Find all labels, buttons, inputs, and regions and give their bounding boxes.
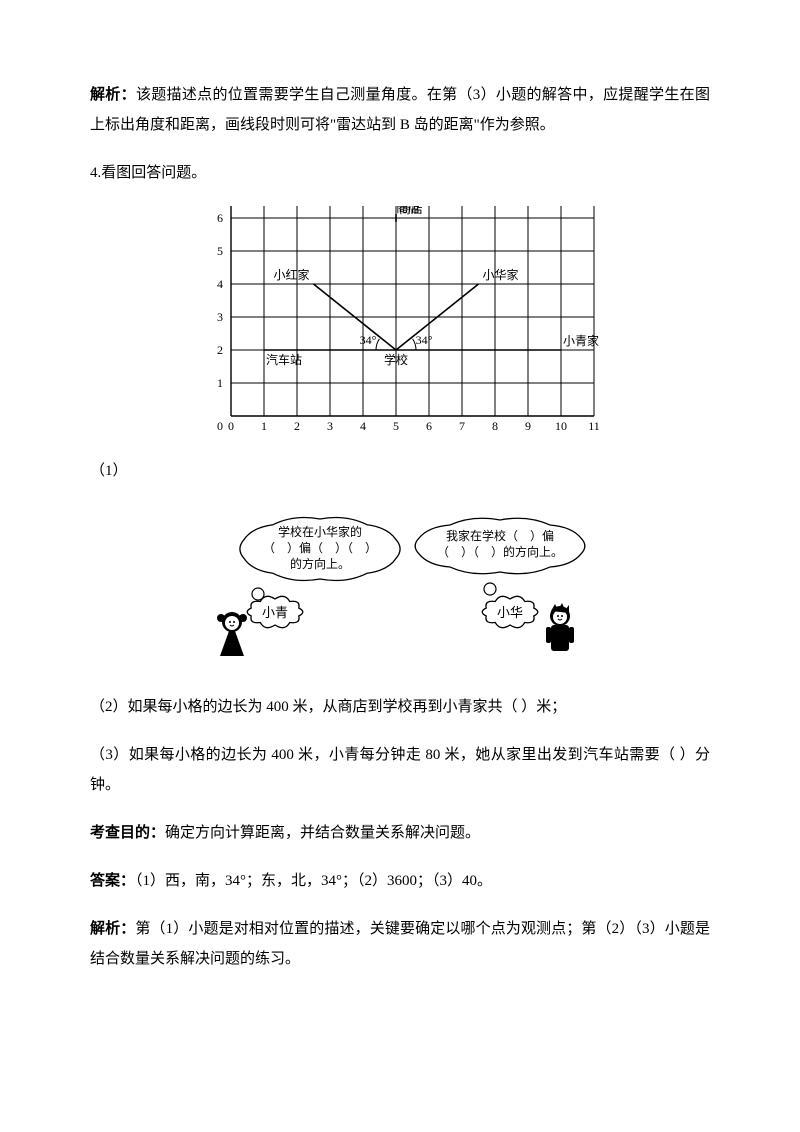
svg-text:11: 11 — [588, 419, 600, 433]
analysis-1: 解析：该题描述点的位置需要学生自己测量角度。在第（3）小题的解答中，应提醒学生在… — [90, 80, 710, 140]
svg-text:（ ）偏（ ）（ ）: （ ）偏（ ）（ ） — [263, 540, 377, 555]
svg-text:5: 5 — [217, 244, 223, 258]
purpose-text: 确定方向计算距离，并结合数量关系解决问题。 — [165, 825, 480, 841]
svg-text:商店: 商店 — [399, 206, 423, 216]
svg-text:3: 3 — [327, 419, 333, 433]
svg-text:5: 5 — [393, 419, 399, 433]
svg-text:（ ）（ ）的方向上。: （ ）（ ）的方向上。 — [437, 544, 563, 559]
svg-text:6: 6 — [426, 419, 432, 433]
svg-text:0: 0 — [228, 419, 234, 433]
svg-text:4: 4 — [360, 419, 366, 433]
svg-text:小青家: 小青家 — [563, 333, 599, 348]
grid-chart: 0123456789101112345670商店商店小红家小华家汽车站学校小青家… — [186, 206, 614, 438]
question-4-title: 4.看图回答问题。 — [90, 158, 710, 188]
sub-2: （2）如果每小格的边长为 400 米，从商店到学校再到小青家共（ ）米； — [90, 692, 710, 722]
answer-label: 答案： — [90, 873, 135, 889]
svg-text:4: 4 — [217, 277, 223, 291]
analysis-2-label: 解析： — [90, 921, 135, 937]
svg-text:小红家: 小红家 — [273, 267, 309, 282]
svg-text:小华: 小华 — [497, 605, 523, 620]
svg-text:3: 3 — [217, 310, 223, 324]
svg-text:小华家: 小华家 — [483, 267, 519, 282]
svg-text:7: 7 — [459, 419, 465, 433]
svg-text:0: 0 — [217, 419, 223, 433]
analysis-2-text: 第（1）小题是对相对位置的描述，关键要确定以哪个点为观测点；第（2）（3）小题是… — [90, 921, 710, 967]
svg-text:10: 10 — [555, 419, 567, 433]
answer: 答案：（1）西，南，34°；东，北，34°；（2）3600；（3）40。 — [90, 866, 710, 896]
svg-text:6: 6 — [217, 211, 223, 225]
svg-text:小青: 小青 — [262, 605, 288, 620]
svg-text:2: 2 — [217, 343, 223, 357]
svg-text:我家在学校（ ）偏: 我家在学校（ ）偏 — [446, 528, 554, 543]
bubble-figure: 学校在小华家的（ ）偏（ ）（ ）的方向上。 我家在学校（ ）偏（ ）（ ）的方向… — [180, 504, 620, 674]
analysis-2: 解析：第（1）小题是对相对位置的描述，关键要确定以哪个点为观测点；第（2）（3）… — [90, 914, 710, 974]
purpose: 考查目的：确定方向计算距离，并结合数量关系解决问题。 — [90, 818, 710, 848]
svg-text:2: 2 — [294, 419, 300, 433]
analysis-1-text: 该题描述点的位置需要学生自己测量角度。在第（3）小题的解答中，应提醒学生在图上标… — [90, 87, 710, 133]
svg-text:学校: 学校 — [384, 352, 408, 367]
svg-text:34°: 34° — [416, 333, 433, 347]
svg-text:的方向上。: 的方向上。 — [290, 556, 350, 571]
analysis-1-label: 解析： — [90, 87, 136, 103]
svg-text:8: 8 — [492, 419, 498, 433]
svg-text:34°: 34° — [360, 333, 377, 347]
page: 解析：该题描述点的位置需要学生自己测量角度。在第（3）小题的解答中，应提醒学生在… — [0, 0, 800, 1052]
svg-text:1: 1 — [261, 419, 267, 433]
svg-text:学校在小华家的: 学校在小华家的 — [278, 524, 362, 539]
purpose-label: 考查目的： — [90, 825, 165, 841]
sub-3: （3）如果每小格的边长为 400 米，小青每分钟走 80 米，她从家里出发到汽车… — [90, 740, 710, 800]
answer-text: （1）西，南，34°；东，北，34°；（2）3600；（3）40。 — [135, 873, 492, 889]
svg-text:9: 9 — [525, 419, 531, 433]
sub-1-label: （1） — [90, 456, 710, 486]
svg-text:汽车站: 汽车站 — [266, 352, 302, 367]
svg-text:1: 1 — [217, 376, 223, 390]
